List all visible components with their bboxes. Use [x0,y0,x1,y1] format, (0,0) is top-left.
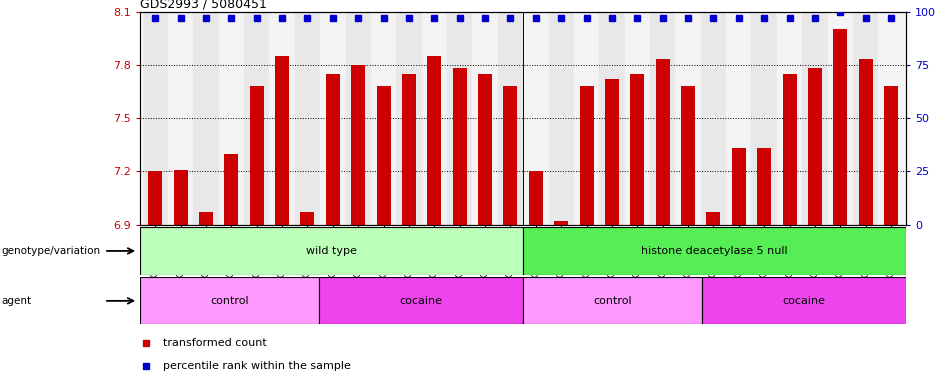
Bar [472,12,498,225]
Bar [224,154,238,225]
Bar [140,227,523,275]
Bar [732,148,745,225]
Bar [707,212,721,225]
Bar [447,12,472,225]
Bar [244,12,270,225]
Text: histone deacetylase 5 null: histone deacetylase 5 null [641,246,788,256]
Bar [656,60,670,225]
Text: genotype/variation: genotype/variation [1,246,100,256]
Bar [523,227,906,275]
Text: control: control [210,296,249,306]
Bar [885,86,898,225]
Text: cocaine: cocaine [399,296,443,306]
Bar [422,12,447,225]
Bar [523,277,702,324]
Text: transformed count: transformed count [164,338,267,348]
Bar [833,29,848,225]
Text: percentile rank within the sample: percentile rank within the sample [164,361,351,371]
Bar [782,74,797,225]
Bar [295,12,320,225]
Bar [319,277,523,324]
Bar [702,277,906,324]
Bar [757,148,771,225]
Bar [345,12,371,225]
Bar [878,12,903,225]
Bar [630,74,644,225]
Bar [371,12,396,225]
Bar [727,12,751,225]
Bar [808,68,822,225]
Bar [325,74,340,225]
Text: agent: agent [1,296,31,306]
Bar [377,86,391,225]
Bar [193,12,219,225]
Bar [174,170,187,225]
Bar [523,12,549,225]
Bar [478,74,492,225]
Bar [529,171,543,225]
Bar [599,12,624,225]
Bar [270,12,295,225]
Bar [396,12,422,225]
Text: GDS2993 / 5080451: GDS2993 / 5080451 [140,0,267,10]
Bar [580,86,593,225]
Bar [168,12,193,225]
Bar [802,12,828,225]
Bar [149,171,162,225]
Bar [624,12,650,225]
Bar [828,12,853,225]
Bar [453,68,466,225]
Bar [554,221,569,225]
Bar [859,60,872,225]
Text: control: control [593,296,632,306]
Bar [681,86,695,225]
Bar [199,212,213,225]
Bar [701,12,727,225]
Bar [351,65,365,225]
Bar [143,12,168,225]
Bar [219,12,244,225]
Bar [751,12,777,225]
Bar [675,12,701,225]
Bar [428,56,442,225]
Bar [549,12,574,225]
Bar [503,86,517,225]
Bar [250,86,264,225]
Text: cocaine: cocaine [782,296,826,306]
Bar [777,12,802,225]
Text: wild type: wild type [307,246,357,256]
Bar [650,12,675,225]
Bar [275,56,289,225]
Bar [140,277,319,324]
Bar [498,12,523,225]
Bar [853,12,878,225]
Bar [301,212,314,225]
Bar [402,74,416,225]
Bar [320,12,345,225]
Bar [574,12,599,225]
Bar [604,79,619,225]
